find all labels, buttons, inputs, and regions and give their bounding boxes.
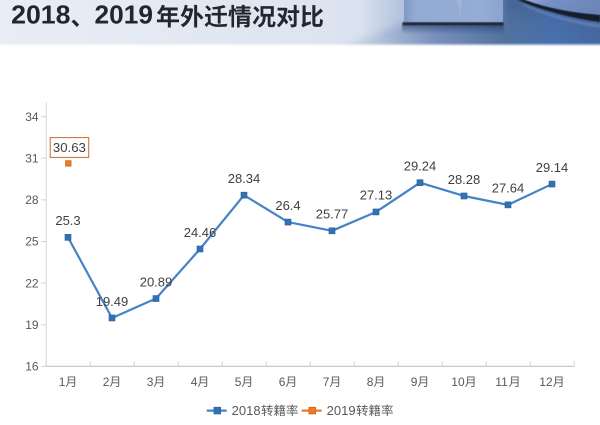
svg-text:25: 25 [25, 235, 39, 249]
svg-text:2: 2 [103, 375, 110, 389]
svg-text:34: 34 [25, 110, 39, 124]
svg-text:28.28: 28.28 [448, 172, 481, 187]
svg-text:2019: 2019 [327, 404, 356, 418]
svg-text:10: 10 [451, 375, 465, 389]
svg-text:7: 7 [323, 375, 330, 389]
svg-text:16: 16 [25, 360, 39, 374]
svg-text:3: 3 [147, 375, 154, 389]
svg-text:29.24: 29.24 [404, 159, 437, 174]
svg-text:4: 4 [191, 375, 198, 389]
svg-text:25.3: 25.3 [55, 213, 80, 228]
svg-text:20.89: 20.89 [140, 274, 173, 289]
svg-text:19.49: 19.49 [96, 294, 129, 309]
svg-text:29.14: 29.14 [536, 160, 569, 175]
svg-text:30.63: 30.63 [53, 140, 86, 155]
svg-text:2018: 2018 [232, 404, 261, 418]
svg-text:28.34: 28.34 [228, 171, 261, 186]
svg-text:27.64: 27.64 [492, 181, 525, 196]
svg-text:25.77: 25.77 [316, 207, 349, 222]
svg-text:31: 31 [25, 151, 39, 165]
svg-text:6: 6 [279, 375, 286, 389]
svg-text:26.4: 26.4 [275, 198, 300, 213]
svg-text:28: 28 [25, 193, 39, 207]
svg-text:19: 19 [25, 318, 39, 332]
svg-text:22: 22 [25, 276, 39, 290]
svg-text:2018: 2018 [11, 0, 70, 30]
svg-text:9: 9 [411, 375, 418, 389]
svg-text:24.46: 24.46 [184, 225, 217, 240]
svg-text:2019: 2019 [95, 0, 154, 30]
svg-text:1: 1 [59, 375, 66, 389]
svg-text:5: 5 [235, 375, 242, 389]
svg-text:8: 8 [367, 375, 374, 389]
svg-text:11: 11 [495, 375, 508, 389]
svg-text:12: 12 [539, 375, 553, 389]
svg-text:27.13: 27.13 [360, 188, 393, 203]
